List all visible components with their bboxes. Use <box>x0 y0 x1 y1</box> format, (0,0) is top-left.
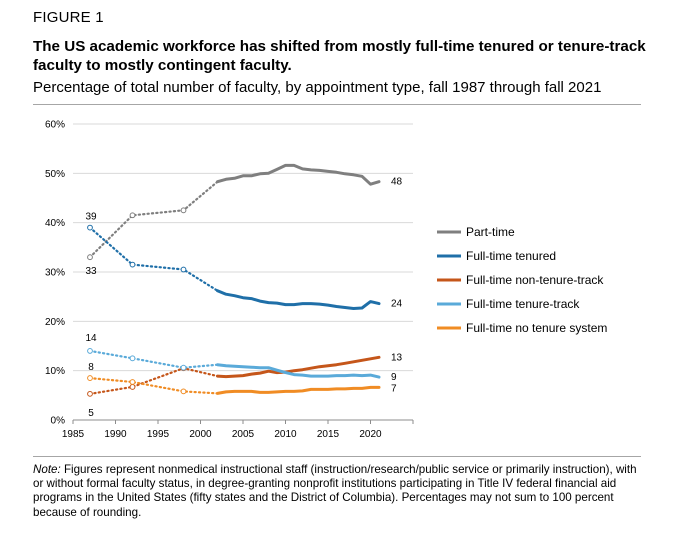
top-divider <box>33 104 641 105</box>
series-full-time-no-tenure-system-solid <box>216 385 381 395</box>
line-chart: 0% 10% 20% 30% 40% 50% 60% 1985 1990 1995 2000 2005… <box>45 120 607 441</box>
series-full-time-tenure-track-marker <box>180 364 187 371</box>
series-full-time-tenure-track-marker <box>129 355 136 362</box>
start-value-label: 39 <box>85 212 97 223</box>
y-tick-label: 30% <box>45 268 65 279</box>
series-part-time-dotted <box>88 180 219 259</box>
series-full-time-tenured-solid <box>216 289 381 310</box>
legend-label: Full-time non-tenure-track <box>466 273 604 287</box>
start-value-label: 8 <box>88 362 94 373</box>
footnote: Note: Figures represent nonmedical instr… <box>33 463 643 520</box>
series-full-time-tenured-marker <box>180 266 187 273</box>
x-tick-label: 2015 <box>317 429 340 440</box>
x-tick-label: 2010 <box>274 429 297 440</box>
series-full-time-no-tenure-system-marker <box>129 379 136 385</box>
series-part-time-marker <box>129 212 136 219</box>
legend-label: Full-time tenure-track <box>466 297 580 311</box>
figure-label: FIGURE 1 <box>33 9 104 26</box>
series-full-time-non-tenure-track-marker <box>87 390 93 397</box>
x-tick-label: 1985 <box>62 429 85 440</box>
x-tick-label: 2000 <box>189 429 212 440</box>
end-value-label: 13 <box>391 352 403 363</box>
legend-label: Full-time tenured <box>466 249 556 263</box>
x-tick-label: 2005 <box>232 429 255 440</box>
y-tick-label: 40% <box>45 218 65 229</box>
x-tick-label: 2020 <box>359 429 382 440</box>
start-value-label: 5 <box>88 408 94 419</box>
start-value-label: 14 <box>85 333 97 344</box>
series-part-time-marker <box>180 207 187 214</box>
legend-label: Full-time no tenure system <box>466 321 607 335</box>
x-tick-label: 1990 <box>104 429 127 440</box>
end-value-label: 48 <box>391 177 403 188</box>
chart-subtitle: Percentage of total number of faculty, b… <box>33 79 602 96</box>
chart-title: The US academic workforce has shifted fr… <box>33 38 646 74</box>
series-full-time-no-tenure-system-marker <box>87 375 93 381</box>
note-text: Figures represent nonmedical instruction… <box>33 463 637 519</box>
end-value-label: 9 <box>391 372 397 383</box>
y-tick-label: 60% <box>45 120 65 131</box>
data-labels: 33 48 39 24 5 13 14 9 8 7 <box>85 177 402 419</box>
x-tick-label: 1995 <box>147 429 170 440</box>
series-full-time-no-tenure-system-marker <box>180 388 187 395</box>
series-full-time-non-tenure-track-marker <box>129 384 136 390</box>
y-tick-label: 10% <box>45 366 65 377</box>
series-full-time-tenure-track-solid <box>216 363 381 379</box>
series-part-time-solid <box>216 163 381 186</box>
series-full-time-tenure-track-marker <box>87 348 93 354</box>
y-tick-label: 50% <box>45 169 65 180</box>
y-tick-label: 0% <box>51 416 66 427</box>
series-full-time-tenured-dotted <box>88 226 219 292</box>
start-value-label: 33 <box>85 266 97 277</box>
note-label: Note: <box>33 463 61 476</box>
legend-label: Part-time <box>466 225 515 239</box>
series-full-time-non-tenure-track-solid <box>216 355 381 379</box>
series-full-time-no-tenure-system-dotted <box>88 377 219 395</box>
end-value-label: 24 <box>391 299 403 310</box>
series-part-time-marker <box>87 254 93 261</box>
gridlines <box>73 123 413 372</box>
axes: 0% 10% 20% 30% 40% 50% 60% 1985 1990 1995 2000 2005… <box>45 120 414 440</box>
legend: Part-time Full-time tenured Full-time non-… <box>437 225 607 335</box>
y-tick-label: 20% <box>45 317 65 328</box>
series-full-time-tenure-track-dotted <box>88 349 219 369</box>
series-full-time-tenured-marker <box>87 224 93 231</box>
series-full-time-non-tenure-track-dotted <box>88 367 219 395</box>
series-lines <box>87 163 381 397</box>
series-full-time-tenured-marker <box>129 261 136 268</box>
end-value-label: 7 <box>391 383 397 394</box>
bottom-divider <box>33 456 641 457</box>
